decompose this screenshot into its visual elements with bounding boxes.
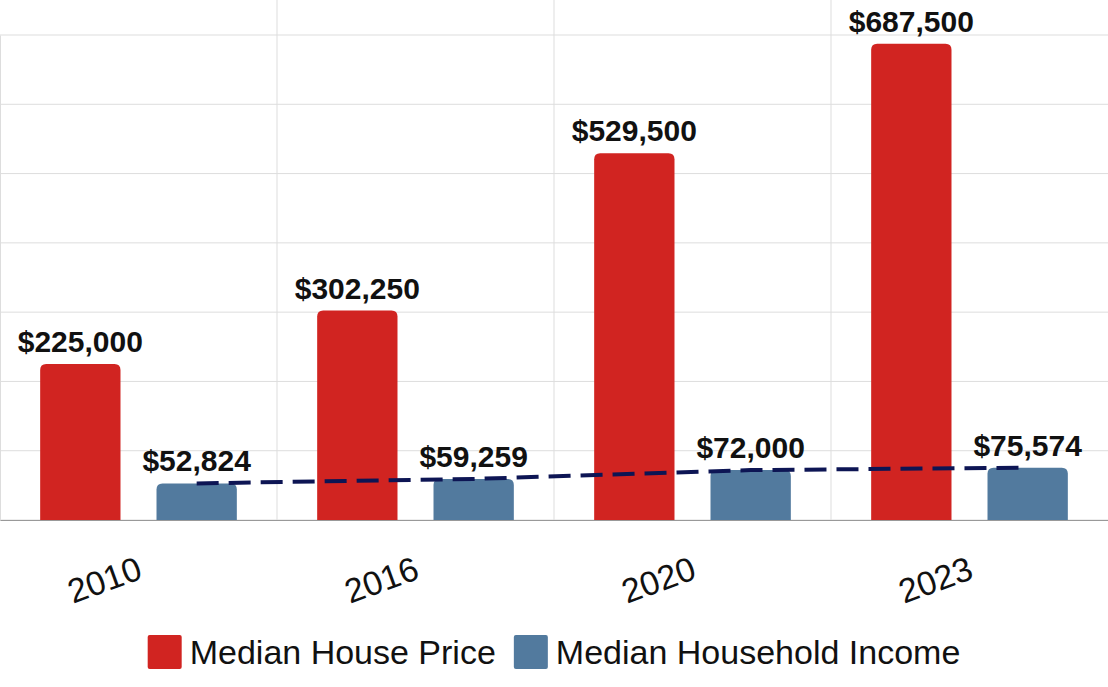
- x-axis-line: [1, 520, 1108, 521]
- bar: [871, 44, 951, 520]
- data-label: $75,574: [973, 429, 1082, 462]
- x-grid-line: [831, 0, 832, 520]
- legend-swatch: [148, 635, 182, 669]
- x-tick-label: 2020: [616, 549, 700, 611]
- data-label: $52,824: [142, 444, 251, 477]
- x-tick: 2010: [62, 520, 146, 610]
- bar: [40, 364, 120, 520]
- y-axis-line: [0, 36, 1, 521]
- data-label: $72,000: [696, 431, 804, 464]
- bar: [594, 153, 674, 520]
- legend: Median House Price Median Household Incom…: [148, 633, 961, 671]
- legend-swatch: [514, 635, 548, 669]
- grid: [0, 0, 1108, 520]
- bar-series: [157, 468, 1068, 520]
- data-label: $687,500: [849, 5, 974, 38]
- x-tick: 2023: [893, 520, 977, 610]
- data-label: $302,250: [295, 272, 420, 305]
- x-tick-label: 2023: [893, 549, 977, 611]
- x-tick-label: 2010: [62, 549, 146, 611]
- marks: [40, 44, 1068, 520]
- legend-label: Median House Price: [190, 633, 496, 671]
- x-tick-label: 2016: [339, 549, 423, 611]
- x-tick: 2016: [339, 520, 423, 610]
- legend-item: Median House Price: [148, 633, 496, 671]
- data-label: $225,000: [18, 325, 143, 358]
- x-grid-line: [554, 0, 555, 520]
- chart: $225,000 $302,250 $529,500 $687,500 $52,824 $…: [0, 0, 1108, 687]
- bar: [434, 479, 514, 520]
- legend-item: Median Household Income: [514, 633, 960, 671]
- bar: [157, 483, 237, 520]
- trend-line: [197, 468, 1028, 484]
- data-label: $529,500: [572, 114, 697, 147]
- bar-series: [40, 44, 951, 520]
- x-tick: 2020: [616, 520, 700, 610]
- data-labels: $225,000 $302,250 $529,500 $687,500 $52,824 $…: [18, 5, 1082, 478]
- bar: [711, 470, 791, 520]
- legend-label: Median Household Income: [556, 633, 960, 671]
- bar: [988, 468, 1068, 520]
- bar: [317, 311, 397, 520]
- y-axis: [0, 36, 1, 521]
- x-grid-line: [277, 0, 278, 520]
- data-label: $59,259: [419, 440, 527, 473]
- x-axis: 2010 2016 2020 2023: [1, 520, 1108, 610]
